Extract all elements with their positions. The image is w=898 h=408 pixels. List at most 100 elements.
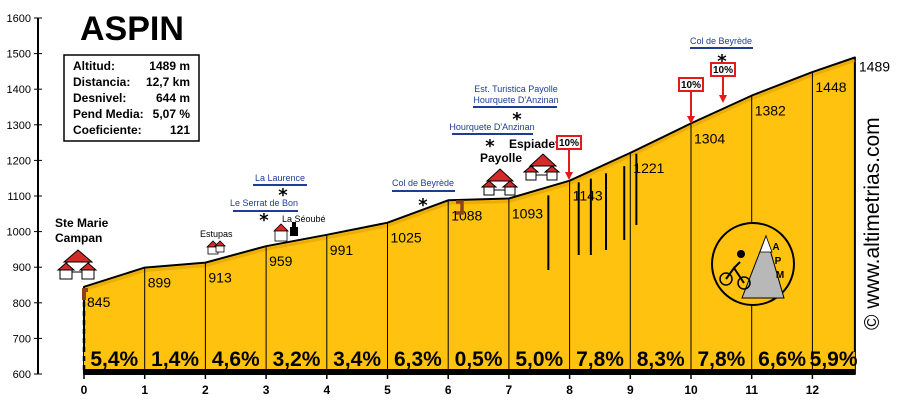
apm-letter-m: M bbox=[776, 270, 784, 281]
gradient-label: 1,4% bbox=[151, 348, 199, 371]
espiadet-label: Espiadet bbox=[509, 137, 559, 151]
info-coef-value: 121 bbox=[170, 123, 190, 137]
x-tick-label: 12 bbox=[806, 383, 820, 397]
x-tick-label: 9 bbox=[627, 383, 634, 397]
gradient-label: 3,4% bbox=[333, 348, 381, 371]
x-tick-label: 2 bbox=[202, 383, 209, 397]
seoube-house-icon bbox=[273, 223, 289, 242]
payolle-label: Payolle bbox=[480, 151, 522, 165]
gradient-label: 5,4% bbox=[90, 348, 138, 371]
laurence-sign: La Laurence bbox=[255, 173, 305, 183]
profile-area-layer: 5,4% 1,4% 4,6% 3,2% 3,4% 6,3% 0,5% 5,0% 7,8% 8,3%… bbox=[83, 56, 890, 375]
y-tick-label: 800 bbox=[13, 298, 31, 310]
y-tick-label: 900 bbox=[13, 262, 31, 274]
laurence-star-icon: * bbox=[278, 185, 288, 206]
max-grade-label-2: 10% bbox=[681, 80, 701, 91]
serrat-sign: Le Serrat de Bon bbox=[230, 198, 298, 208]
beyrede-top-sign: Col de Beyrède bbox=[690, 36, 752, 46]
start-marker-icon bbox=[82, 288, 88, 300]
info-box bbox=[63, 54, 200, 142]
x-tick-label: 3 bbox=[263, 383, 270, 397]
hourquete-star-icon: * bbox=[485, 136, 495, 157]
gradient-label: 6,6% bbox=[758, 348, 806, 371]
info-altitud-value: 1489 m bbox=[149, 59, 190, 73]
altitude-label: 1143 bbox=[573, 188, 603, 204]
gradient-band-bottom bbox=[84, 369, 855, 374]
info-desnivel-value: 644 m bbox=[156, 91, 190, 105]
gradient-label: 5,0% bbox=[515, 348, 563, 371]
x-tick-label: 0 bbox=[81, 383, 88, 397]
gradient-label: 3,2% bbox=[273, 348, 321, 371]
start-place-line1: Ste Marie bbox=[55, 216, 109, 230]
axes-layer: 6007008009001000110012001300140015001600… bbox=[7, 13, 820, 397]
altitude-label: 1304 bbox=[694, 130, 725, 146]
altitude-label: 1448 bbox=[815, 79, 846, 95]
pass-marker-icon bbox=[456, 200, 464, 215]
info-pend-label: Pend Media: bbox=[73, 107, 144, 121]
info-desnivel-label: Desnivel: bbox=[73, 91, 126, 105]
info-coef-label: Coeficiente: bbox=[73, 123, 142, 137]
x-tick-label: 6 bbox=[445, 383, 452, 397]
altitude-label: 845 bbox=[87, 294, 111, 310]
info-altitud-label: Altitud: bbox=[73, 59, 115, 73]
altitude-label: 899 bbox=[148, 275, 172, 291]
gradient-label: 8,3% bbox=[637, 348, 685, 371]
y-tick-label: 1300 bbox=[7, 120, 31, 132]
x-tick-label: 7 bbox=[506, 383, 513, 397]
altitude-label: 913 bbox=[208, 270, 232, 286]
info-distancia-value: 12,7 km bbox=[146, 75, 190, 89]
x-tick-label: 4 bbox=[323, 383, 330, 397]
altitude-label: 1489 bbox=[859, 59, 890, 75]
x-tick-label: 8 bbox=[566, 383, 573, 397]
beyrede-top-star-icon: * bbox=[717, 51, 727, 72]
y-tick-label: 1000 bbox=[7, 227, 31, 239]
hourquete-sign: Hourquete D'Anzinan bbox=[449, 122, 534, 132]
beyrede-low-sign: Col de Beyrède bbox=[392, 178, 454, 188]
village-house-icon bbox=[56, 249, 98, 280]
y-tick-label: 1600 bbox=[7, 13, 31, 25]
x-tick-label: 5 bbox=[384, 383, 391, 397]
altitude-label: 1093 bbox=[512, 206, 543, 222]
info-pend-value: 5,07 % bbox=[153, 107, 191, 121]
y-tick-label: 1100 bbox=[7, 191, 31, 203]
seoube-church-icon bbox=[290, 222, 298, 236]
gradient-band bbox=[84, 352, 855, 374]
gradient-label: 0,5% bbox=[455, 348, 503, 371]
altitude-label: 991 bbox=[330, 242, 354, 258]
y-tick-label: 1400 bbox=[7, 84, 31, 96]
x-tick-label: 1 bbox=[141, 383, 148, 397]
altitude-label: 959 bbox=[269, 253, 293, 269]
gradient-label: 5,9% bbox=[810, 348, 858, 371]
estupas-label: Estupas bbox=[200, 229, 233, 239]
est-hourquete-sign: Hourquete D'Anzinan bbox=[473, 95, 558, 105]
espiadet-house-icon bbox=[522, 153, 561, 181]
max-grade-arrowhead-2 bbox=[687, 116, 695, 124]
chart-title: ASPIN bbox=[80, 10, 184, 48]
serrat-star-icon: * bbox=[259, 210, 269, 231]
y-tick-label: 700 bbox=[13, 333, 31, 345]
x-tick-label: 10 bbox=[684, 383, 698, 397]
annotation-layer: ASPIN Altitud: 1489 m Distancia: 12,7 km… bbox=[55, 10, 884, 374]
start-place-line2: Campan bbox=[55, 231, 102, 245]
apm-letter-a: A bbox=[772, 242, 779, 253]
altitude-label: 1221 bbox=[633, 160, 664, 176]
altitude-label: 1088 bbox=[451, 207, 482, 223]
altitude-label: 1025 bbox=[391, 230, 422, 246]
max-grade-label-3: 10% bbox=[713, 65, 733, 76]
gradient-label: 7,8% bbox=[576, 348, 624, 371]
max-grade-label-1: 10% bbox=[559, 138, 579, 149]
info-distancia-label: Distancia: bbox=[73, 75, 130, 89]
max-grade-arrowhead-3 bbox=[719, 95, 727, 103]
apm-logo: A P M bbox=[711, 222, 795, 306]
x-tick-label: 11 bbox=[745, 383, 758, 397]
gradient-label: 6,3% bbox=[394, 348, 442, 371]
max-grade-arrowhead-1 bbox=[565, 172, 573, 180]
est-turistica-sign: Est. Turistica Payolle bbox=[474, 84, 558, 94]
payolle-house-icon bbox=[480, 168, 519, 196]
gradient-label: 7,8% bbox=[697, 348, 745, 371]
gradient-label: 4,6% bbox=[212, 348, 260, 371]
beyrede-low-star-icon: * bbox=[418, 195, 428, 216]
y-tick-label: 1500 bbox=[7, 49, 31, 61]
y-tick-label: 1200 bbox=[7, 155, 31, 167]
